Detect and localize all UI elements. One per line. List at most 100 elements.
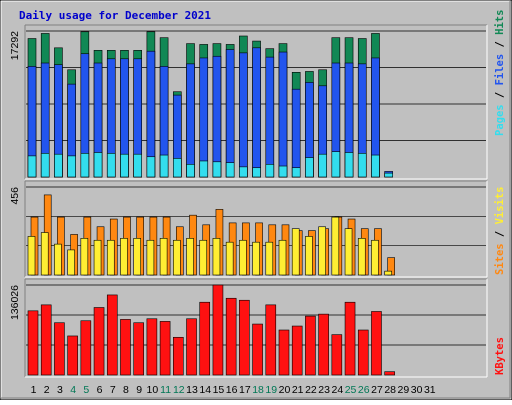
x-tick-label: 28: [384, 384, 396, 396]
kbytes-bar: [173, 336, 184, 376]
pages-bar: [344, 152, 354, 178]
visits-bar: [159, 238, 168, 276]
kbytes-bar: [305, 315, 316, 376]
panel-1-ymax-label: 17292: [9, 31, 21, 60]
visits-bar: [199, 239, 208, 276]
pages-bar: [80, 153, 90, 178]
x-tick-label: 11: [160, 384, 171, 396]
pages-bar: [93, 152, 103, 178]
visits-bar: [67, 249, 75, 276]
x-tick-label: 16: [226, 384, 238, 396]
files-bar: [199, 57, 209, 178]
kbytes-bar: [278, 329, 290, 376]
visits-bar: [318, 226, 326, 276]
pages-bar: [186, 164, 195, 178]
files-bar: [278, 51, 288, 178]
files-bar: [265, 56, 275, 178]
pages-bar: [252, 167, 261, 178]
pages-bar: [291, 167, 301, 178]
pages-bar: [265, 164, 275, 178]
kbytes-bar: [146, 318, 158, 376]
visits-bar: [146, 239, 155, 276]
visits-bar: [357, 238, 366, 276]
pages-bar: [305, 157, 314, 178]
x-tick-label: 26: [358, 384, 370, 396]
legend-entry-hits: Hits: [494, 10, 506, 35]
kbytes-bar: [357, 329, 369, 376]
kbytes-bar: [252, 323, 263, 376]
pages-bar: [133, 153, 142, 178]
visits-bar: [278, 239, 287, 276]
kbytes-bar: [106, 294, 118, 376]
x-tick-label: 7: [110, 384, 116, 396]
kbytes-bar: [371, 311, 382, 376]
visits-bar: [331, 216, 340, 276]
visits-bar: [54, 243, 62, 276]
visits-bar: [265, 241, 274, 276]
pages-bar: [357, 153, 367, 178]
kbytes-bar: [186, 318, 197, 376]
legend-pages-files-hits: Pages / Files / Hits: [494, 10, 506, 136]
legend-separator: /: [494, 85, 506, 104]
x-tick-label: 22: [305, 384, 317, 396]
visits-bar: [225, 241, 234, 276]
files-bar: [186, 63, 195, 178]
x-tick-label: 18: [252, 384, 264, 396]
visits-bar: [40, 232, 49, 276]
visits-bar: [252, 241, 260, 276]
visits-bar: [239, 239, 247, 276]
pages-bar: [384, 172, 393, 178]
kbytes-bar: [239, 299, 250, 376]
x-tick-label: 8: [123, 384, 129, 396]
kbytes-bar: [384, 371, 395, 376]
pages-bar: [212, 161, 222, 178]
legend-entry-sites: Sites: [494, 243, 506, 275]
panel-3-ymax-label: 136026: [9, 285, 21, 320]
files-bar: [212, 55, 222, 178]
kbytes-bar: [199, 301, 211, 376]
visits-bar: [344, 228, 353, 276]
visits-bar: [106, 239, 115, 276]
visits-bar: [173, 239, 181, 276]
kbytes-bar: [318, 313, 329, 376]
x-tick-label: 30: [411, 384, 423, 396]
pages-bar: [225, 162, 235, 178]
kbytes-bar: [54, 322, 65, 376]
pages-bar: [40, 153, 50, 178]
legend-entry-kbytes: KBytes: [494, 337, 506, 375]
pages-bar: [199, 160, 209, 178]
x-tick-label: 17: [239, 384, 251, 396]
x-tick-label: 3: [57, 384, 63, 396]
files-bar: [239, 52, 248, 178]
x-tick-label: 25: [345, 384, 357, 396]
kbytes-bar: [159, 321, 171, 376]
kbytes-bar: [212, 284, 224, 376]
kbytes-bar: [27, 310, 39, 376]
visits-bar: [291, 228, 300, 276]
pages-bar: [173, 158, 182, 178]
visits-bar: [133, 238, 141, 276]
x-tick-label: 2: [44, 384, 50, 396]
legend-separator: /: [494, 224, 506, 243]
x-tick-label: 24: [331, 384, 343, 396]
x-tick-label: 10: [147, 384, 159, 396]
x-tick-label: 27: [371, 384, 383, 396]
kbytes-bar: [93, 307, 105, 376]
x-tick-label: 21: [292, 384, 304, 396]
pages-bar: [278, 165, 288, 178]
x-tick-label: 13: [186, 384, 198, 396]
x-tick-label: 12: [173, 384, 185, 396]
kbytes-bar: [40, 304, 52, 376]
visits-bar: [120, 238, 128, 276]
chart-title: Daily usage for December 2021: [19, 9, 211, 22]
x-tick-label: 5: [83, 384, 89, 396]
x-tick-label: 20: [279, 384, 291, 396]
pages-bar: [159, 154, 169, 178]
pages-bar: [120, 153, 129, 178]
pages-bar: [54, 153, 63, 178]
legend-entry-files: Files: [494, 54, 506, 86]
kbytes-bar: [344, 301, 356, 376]
visits-bar: [80, 238, 89, 276]
